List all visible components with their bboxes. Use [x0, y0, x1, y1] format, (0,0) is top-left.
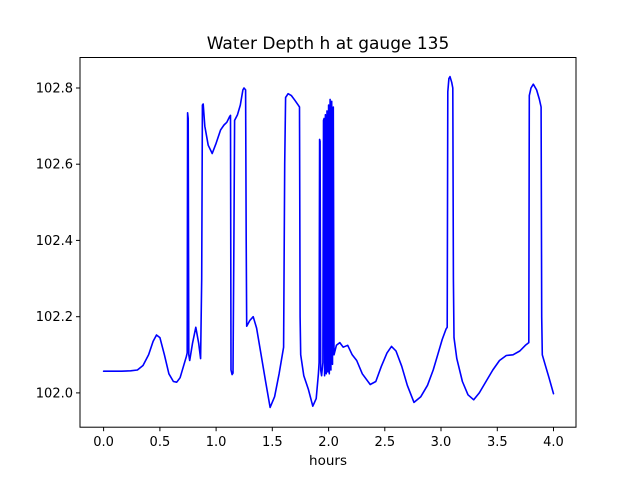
y-axis-ticks: 102.0 102.2 102.4 102.6 102.8 — [36, 82, 80, 401]
x-tick-label: 0.0 — [93, 435, 114, 450]
x-tick-label: 0.5 — [150, 435, 171, 450]
water-depth-line — [102, 75, 555, 409]
x-tick-label: 2.0 — [318, 435, 339, 450]
x-axis-ticks: 0.0 0.5 1.0 1.5 2.0 2.5 3.0 3.5 4.0 — [93, 427, 564, 450]
chart-title: Water Depth h at gauge 135 — [207, 34, 450, 54]
x-tick-label: 1.5 — [262, 435, 283, 450]
y-tick-label: 102.6 — [36, 158, 73, 173]
y-tick-label: 102.8 — [36, 82, 73, 97]
x-tick-label: 3.5 — [487, 435, 508, 450]
y-tick-label: 102.4 — [36, 234, 73, 249]
y-tick-label: 102.0 — [36, 386, 73, 401]
x-tick-label: 3.0 — [431, 435, 452, 450]
x-tick-label: 2.5 — [374, 435, 395, 450]
x-axis-label: hours — [309, 453, 347, 469]
x-tick-label: 4.0 — [543, 435, 564, 450]
y-tick-label: 102.2 — [36, 310, 73, 325]
plot-area-border — [79, 57, 577, 428]
x-tick-label: 1.0 — [206, 435, 227, 450]
